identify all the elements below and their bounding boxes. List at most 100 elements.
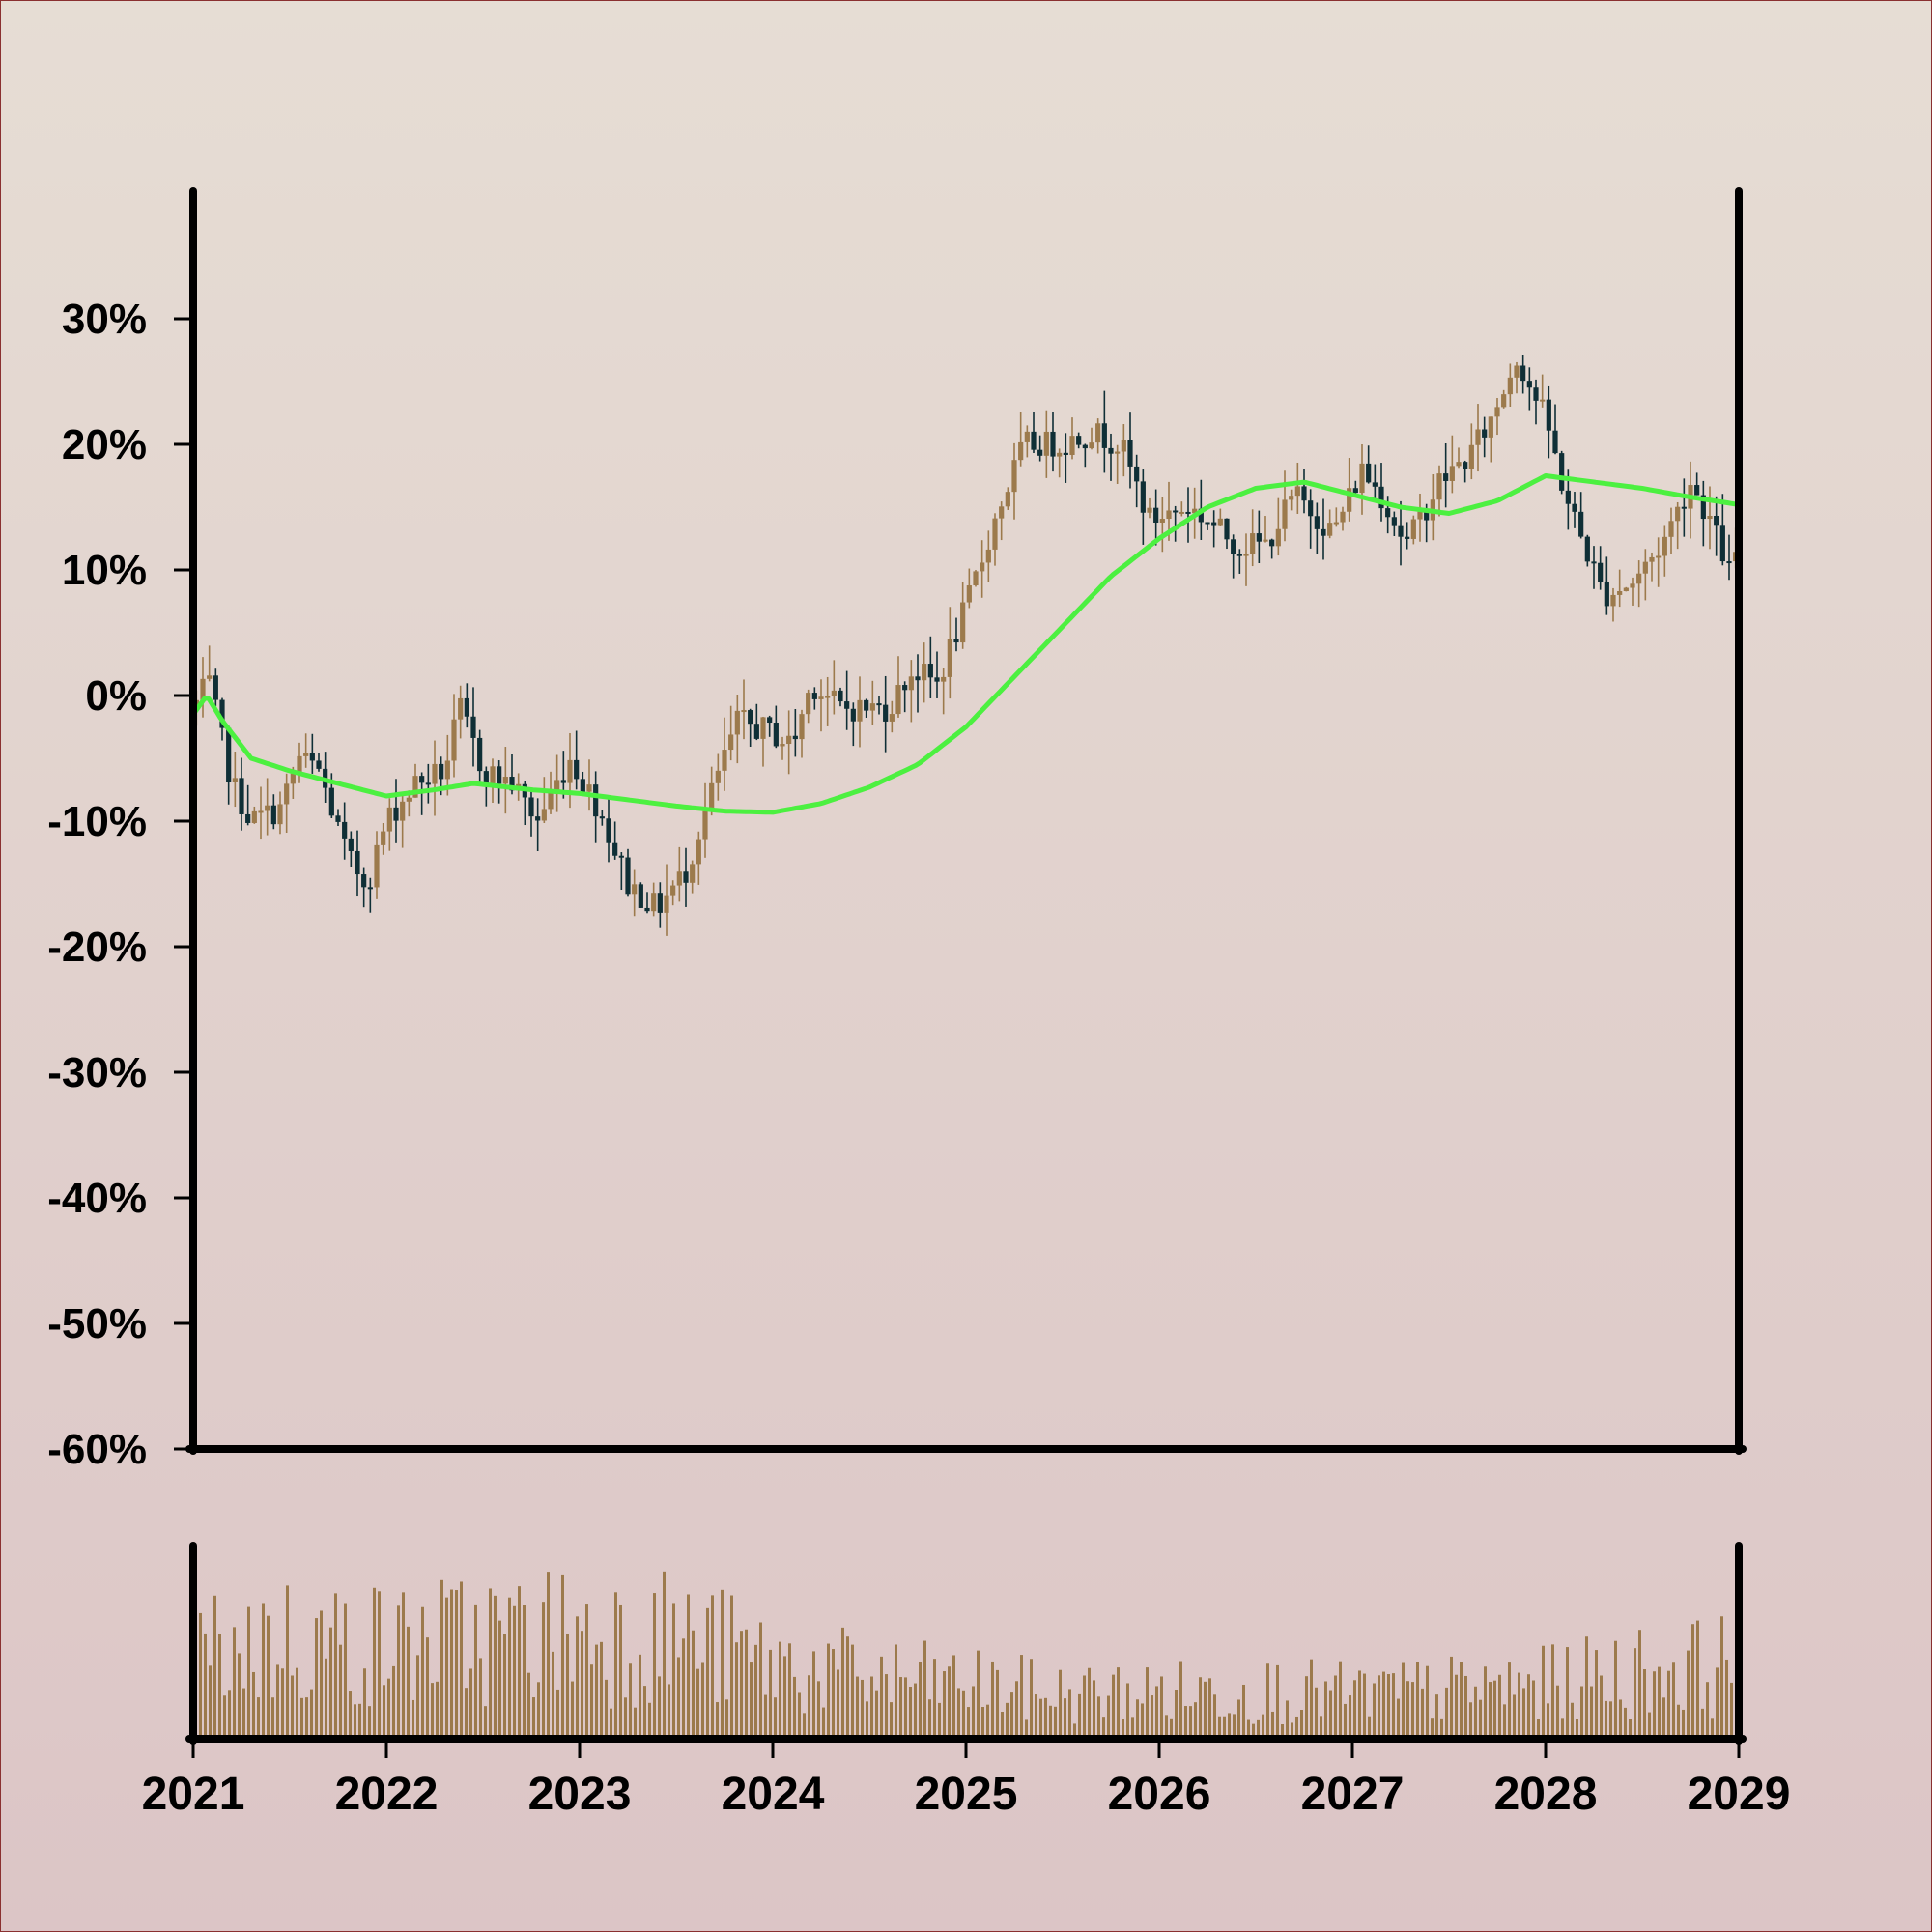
candle-body bbox=[728, 734, 734, 751]
volume-bar bbox=[281, 1668, 284, 1739]
volume-bar bbox=[315, 1618, 318, 1739]
candle-body bbox=[560, 780, 566, 783]
candle-body bbox=[696, 839, 701, 865]
volume-bar bbox=[1136, 1699, 1139, 1739]
volume-bar bbox=[687, 1594, 690, 1739]
volume-bar bbox=[489, 1588, 492, 1739]
candle-body bbox=[1468, 444, 1474, 469]
volume-bar bbox=[262, 1603, 265, 1739]
volume-bar bbox=[909, 1686, 912, 1739]
candle-body bbox=[1005, 492, 1010, 507]
volume-bar bbox=[1460, 1662, 1463, 1739]
candle-body bbox=[1095, 423, 1101, 443]
candle-body bbox=[1405, 536, 1410, 539]
candle-body bbox=[277, 804, 283, 825]
x-tick-label: 2029 bbox=[1688, 1769, 1791, 1820]
volume-bar bbox=[668, 1684, 670, 1739]
candle-body bbox=[1456, 462, 1462, 467]
volume-bar bbox=[1141, 1703, 1144, 1739]
volume-bar bbox=[1691, 1624, 1694, 1739]
candle-body bbox=[535, 816, 541, 821]
candle-body bbox=[1269, 539, 1275, 547]
volume-bar bbox=[1073, 1723, 1076, 1739]
candle-body bbox=[806, 693, 811, 715]
volume-bar bbox=[841, 1627, 844, 1739]
volume-bar bbox=[305, 1697, 308, 1739]
volume-bar bbox=[1725, 1659, 1728, 1739]
volume-bar bbox=[1088, 1667, 1091, 1739]
volume-bar bbox=[267, 1615, 270, 1739]
candle-body bbox=[1559, 453, 1565, 491]
volume-bar bbox=[991, 1661, 994, 1739]
volume-bar bbox=[286, 1585, 289, 1739]
volume-bar bbox=[1165, 1715, 1168, 1739]
volume-bar bbox=[431, 1683, 434, 1739]
candle-body bbox=[1037, 449, 1043, 456]
volume-bar bbox=[1508, 1662, 1511, 1739]
candle-body bbox=[786, 735, 792, 745]
volume-bar bbox=[296, 1667, 298, 1739]
volume-bar bbox=[1493, 1680, 1496, 1739]
candle-body bbox=[1424, 511, 1430, 521]
volume-bar bbox=[1310, 1659, 1313, 1739]
volume-bar bbox=[1208, 1678, 1211, 1739]
candle-body bbox=[1385, 508, 1391, 518]
candle-body bbox=[753, 724, 759, 739]
candle-body bbox=[1533, 387, 1539, 401]
candle-body bbox=[1449, 466, 1455, 481]
candle-body bbox=[1018, 441, 1024, 461]
volume-bar bbox=[1146, 1667, 1149, 1739]
volume-bar bbox=[952, 1655, 955, 1739]
candle-body bbox=[1256, 533, 1262, 542]
candle-body bbox=[1140, 481, 1146, 513]
volume-bar bbox=[972, 1686, 975, 1739]
candle-body bbox=[1604, 582, 1609, 607]
candle-body bbox=[1179, 511, 1184, 514]
candle-body bbox=[316, 760, 322, 769]
candle-body bbox=[1475, 429, 1481, 445]
candle-body bbox=[1520, 365, 1526, 382]
volume-bar bbox=[725, 1699, 728, 1739]
volume-bar bbox=[1571, 1702, 1574, 1739]
candle-body bbox=[722, 750, 727, 771]
candle-body bbox=[432, 763, 438, 784]
candle-body bbox=[1372, 482, 1378, 487]
candle-body bbox=[1552, 430, 1558, 454]
y-tick-label: 0% bbox=[85, 672, 147, 720]
volume-bar bbox=[1406, 1681, 1409, 1739]
candle-body bbox=[335, 815, 341, 822]
volume-bar bbox=[1672, 1662, 1675, 1739]
volume-bar bbox=[740, 1631, 743, 1739]
volume-bar bbox=[1363, 1673, 1366, 1739]
volume-bar bbox=[498, 1620, 501, 1739]
volume-bar bbox=[914, 1683, 917, 1739]
y-tick-label: 20% bbox=[62, 421, 147, 469]
volume-bar bbox=[1334, 1675, 1337, 1739]
volume-bar bbox=[1532, 1680, 1535, 1739]
candle-body bbox=[1031, 431, 1037, 450]
candle-body bbox=[599, 816, 605, 819]
x-tick-label: 2028 bbox=[1494, 1769, 1598, 1820]
volume-bar bbox=[1368, 1716, 1371, 1739]
volume-bar bbox=[1426, 1665, 1429, 1739]
candle-body bbox=[715, 770, 721, 783]
x-tick-label: 2025 bbox=[915, 1769, 1018, 1820]
candle-body bbox=[1507, 377, 1513, 395]
candle-body bbox=[625, 857, 631, 895]
candle-body bbox=[502, 777, 508, 784]
volume-bar bbox=[962, 1690, 965, 1739]
y-tick-label: -30% bbox=[47, 1049, 147, 1096]
volume-bar bbox=[1576, 1719, 1578, 1739]
candle-body bbox=[618, 855, 624, 858]
volume-bar bbox=[933, 1659, 936, 1739]
candle-body bbox=[1681, 506, 1687, 509]
volume-bar bbox=[1078, 1693, 1081, 1739]
candle-body bbox=[1501, 394, 1507, 408]
volume-bar bbox=[412, 1699, 414, 1739]
candle-body bbox=[1314, 516, 1320, 529]
volume-bar bbox=[1469, 1702, 1472, 1739]
x-tick-label: 2027 bbox=[1301, 1769, 1405, 1820]
volume-bar bbox=[1083, 1675, 1086, 1739]
y-tick-label: -40% bbox=[47, 1175, 147, 1222]
volume-bar bbox=[938, 1702, 941, 1739]
